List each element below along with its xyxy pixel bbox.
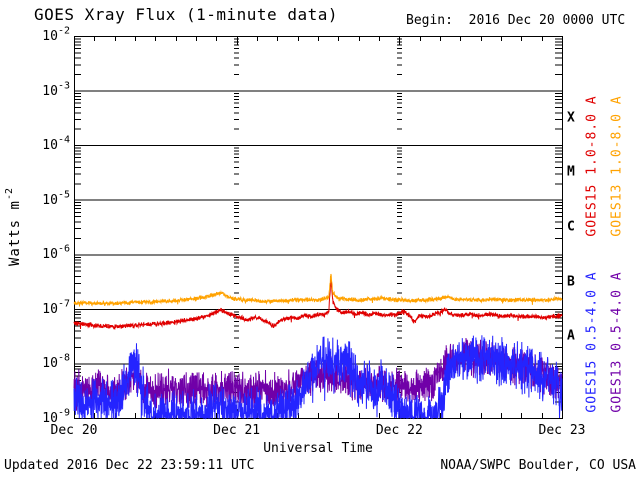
legend-goes15-long: GOES15 1.0-8.0 A: [584, 95, 600, 237]
flare-class-label-b: B: [567, 274, 575, 290]
begin-timestamp: Begin: 2016 Dec 20 0000 UTC: [406, 13, 626, 28]
y-axis-label: Watts m-2: [4, 187, 23, 267]
legend-goes15-short: GOES15 0.5-4.0 A: [584, 271, 600, 413]
legend-goes13-long: GOES13 1.0-8.0 A: [609, 95, 625, 237]
page-title: GOES Xray Flux (1-minute data): [34, 5, 338, 24]
x-tick-label: Dec 20: [50, 423, 98, 438]
y-tick-label: 10-7: [42, 298, 70, 317]
flare-class-label-a: A: [567, 328, 575, 344]
flare-class-label-c: C: [567, 219, 575, 235]
y-tick-label: 10-9: [42, 407, 70, 426]
y-tick-label: 10-5: [42, 189, 70, 208]
y-tick-label: 10-2: [42, 25, 70, 44]
y-tick-label: 10-3: [42, 80, 70, 99]
legend-goes13-short: GOES13 0.5-4.0 A: [609, 271, 625, 413]
x-tick-label: Dec 21: [213, 423, 261, 438]
x-tick-label: Dec 22: [375, 423, 423, 438]
y-axis-label-base: Watts m: [6, 200, 23, 267]
x-tick-label: Dec 23: [538, 423, 586, 438]
y-tick-label: 10-4: [42, 134, 70, 153]
credit-label: NOAA/SWPC Boulder, CO USA: [440, 458, 636, 473]
y-tick-label: 10-6: [42, 243, 70, 263]
x-axis-label: Universal Time: [263, 441, 373, 456]
y-axis-label-exponent: -2: [4, 187, 16, 201]
flare-class-label-m: M: [567, 164, 575, 180]
flare-class-label-x: X: [567, 110, 575, 126]
updated-timestamp: Updated 2016 Dec 22 23:59:11 UTC: [4, 458, 255, 473]
y-tick-label: 10-8: [42, 352, 70, 372]
